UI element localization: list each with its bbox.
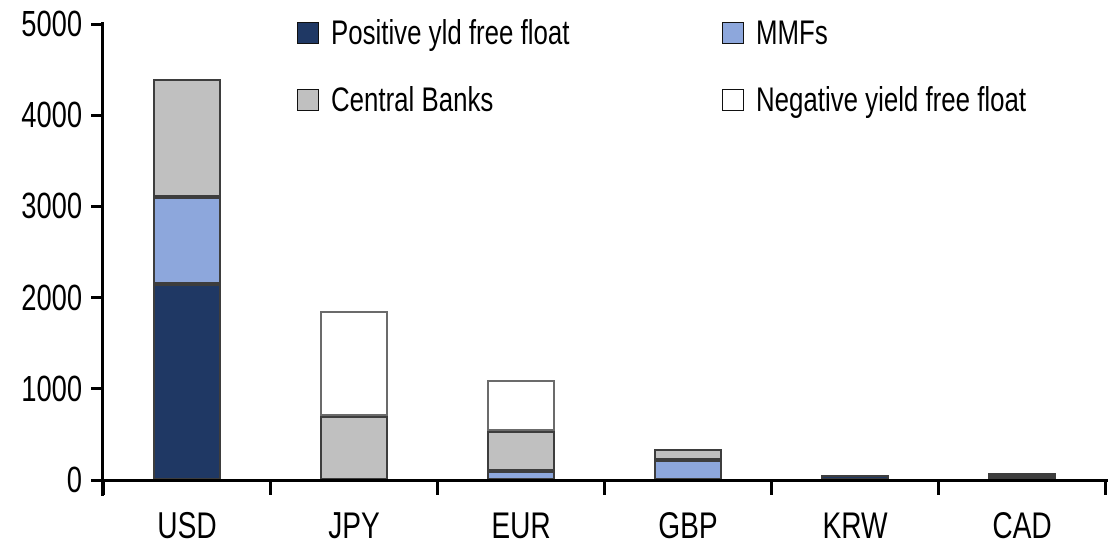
- legend-item-central-banks: Central Banks: [297, 81, 545, 119]
- y-axis-tick: [91, 113, 102, 117]
- x-axis-tick: [1103, 479, 1107, 495]
- legend-item-negative-yield-free-float: Negative yield free float: [722, 81, 1109, 119]
- y-axis-tick: [91, 478, 102, 482]
- bar-segment-gbp-central-banks: [653, 448, 722, 460]
- x-axis-tick: [769, 479, 773, 495]
- x-category-label-jpy: JPY: [327, 505, 380, 546]
- y-tick-label: 4000: [21, 94, 82, 136]
- legend-swatch-positive-yld-free-float: [297, 22, 319, 44]
- x-axis-line: [101, 479, 1108, 482]
- x-axis-tick: [936, 479, 940, 495]
- y-axis-tick: [91, 296, 102, 300]
- bar-segment-usd-mmfs: [152, 197, 221, 284]
- x-category-label-usd: USD: [156, 505, 217, 546]
- bar-segment-gbp-mmfs: [653, 459, 722, 480]
- bar-segment-usd-central-banks: [152, 78, 221, 198]
- x-category-label-krw: KRW: [821, 505, 888, 546]
- y-axis-line: [101, 22, 104, 496]
- legend-swatch-mmfs: [722, 22, 744, 44]
- bar-segment-jpy-central-banks: [319, 416, 388, 480]
- y-tick-label: 2000: [21, 276, 82, 318]
- legend-label-negative-yield-free-float: Negative yield free float: [756, 81, 1027, 119]
- legend-label-positive-yld-free-float: Positive yld free float: [331, 14, 570, 52]
- x-axis-tick: [435, 479, 439, 495]
- legend-item-mmfs: MMFs: [722, 14, 850, 52]
- y-axis-tick: [91, 387, 102, 391]
- y-tick-label: 0: [66, 459, 82, 500]
- y-tick-label: 3000: [21, 185, 82, 227]
- x-axis-tick: [602, 479, 606, 495]
- x-category-label-cad: CAD: [991, 505, 1052, 546]
- legend-label-central-banks: Central Banks: [331, 81, 494, 119]
- bar-segment-eur-negative-yield-free-float: [486, 379, 555, 431]
- x-category-label-eur: EUR: [490, 505, 551, 546]
- y-tick-label: 5000: [21, 3, 82, 44]
- bar-segment-cad-central-banks: [987, 472, 1056, 477]
- bar-segment-eur-mmfs: [486, 470, 555, 480]
- legend-swatch-negative-yield-free-float: [722, 89, 744, 111]
- bar-segment-jpy-negative-yield-free-float: [319, 311, 388, 417]
- legend-label-mmfs: MMFs: [756, 14, 828, 52]
- bar-segment-eur-central-banks: [486, 430, 555, 471]
- x-category-label-gbp: GBP: [657, 505, 718, 546]
- y-tick-label: 1000: [21, 367, 82, 409]
- x-axis-tick: [268, 479, 272, 495]
- y-axis-tick: [91, 22, 102, 26]
- y-axis-tick: [91, 204, 102, 208]
- legend-item-positive-yld-free-float: Positive yld free float: [297, 14, 645, 52]
- bar-segment-usd-positive-yld-free-float: [152, 283, 221, 480]
- legend-swatch-central-banks: [297, 89, 319, 111]
